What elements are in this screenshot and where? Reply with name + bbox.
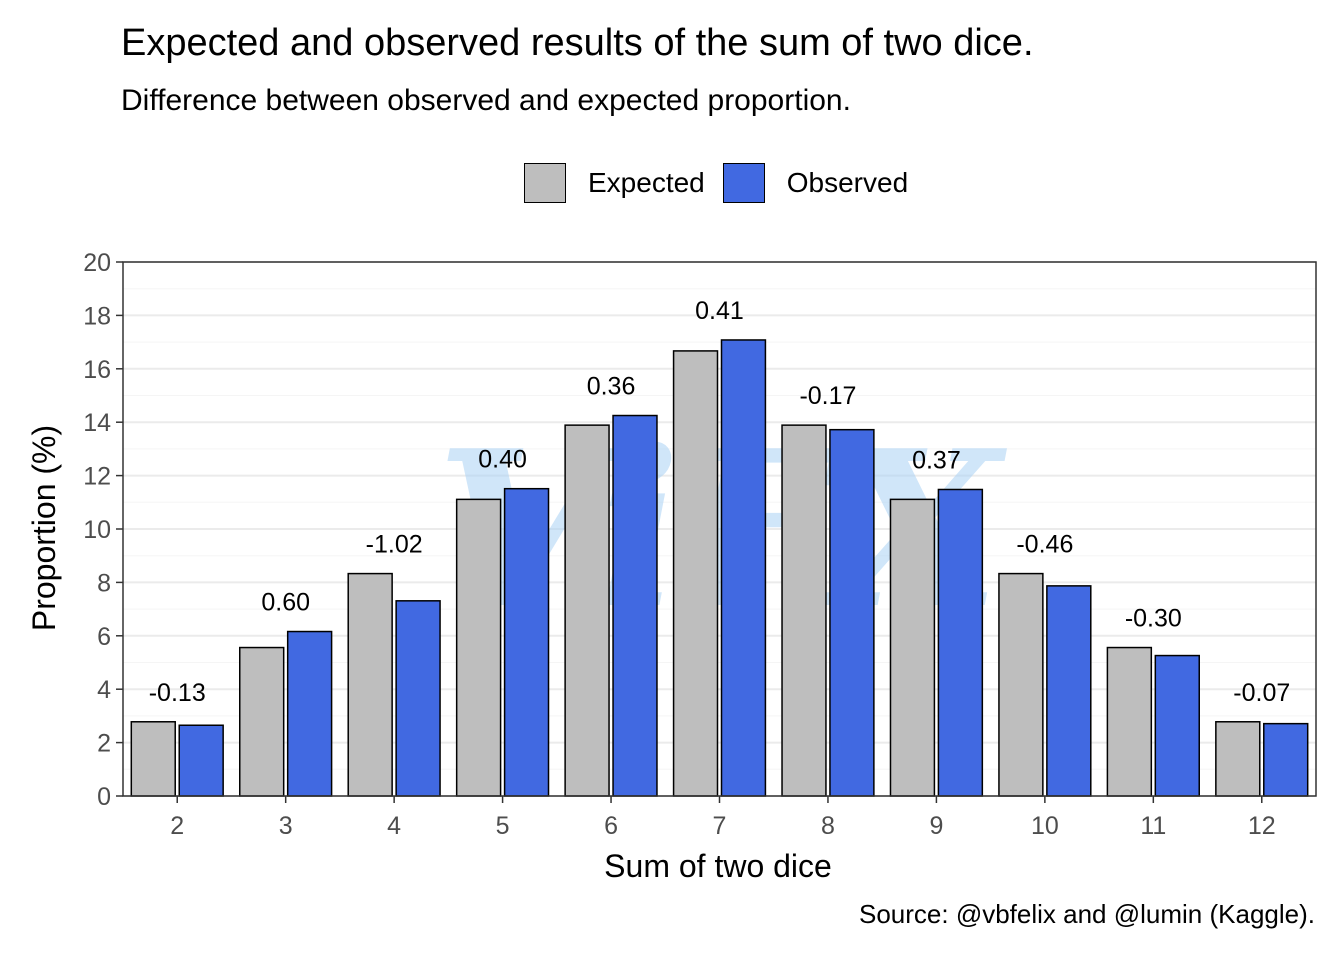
data-label-10: -0.46: [1016, 531, 1073, 559]
bar-observed-11: [1154, 654, 1200, 797]
x-tick-label: 10: [1031, 812, 1059, 840]
x-tick-label: 2: [170, 812, 184, 840]
data-label-12: -0.07: [1233, 679, 1290, 707]
bar-expected-10: [998, 572, 1044, 797]
x-tick-label: 9: [929, 812, 943, 840]
legend-label-expected: Expected: [588, 167, 705, 198]
x-tick-label: 7: [713, 812, 727, 840]
data-label-11: -0.30: [1125, 605, 1182, 633]
legend-item-expected: Expected: [524, 163, 705, 203]
bar-expected-8: [781, 424, 827, 797]
legend-item-observed: Observed: [722, 163, 909, 203]
legend-key-expected: [524, 163, 566, 203]
data-label-8: -0.17: [799, 382, 856, 410]
y-axis-title: Proportion (%): [26, 425, 62, 631]
chart-title: Expected and observed results of the sum…: [121, 22, 1034, 64]
x-tick-label: 8: [821, 812, 835, 840]
chart-caption: Source: @vbfelix and @lumin (Kaggle).: [859, 899, 1315, 929]
legend-key-observed: [722, 163, 765, 203]
bar-observed-12: [1263, 722, 1309, 797]
bar-observed-10: [1046, 585, 1092, 797]
y-tick-label: 16: [83, 356, 111, 384]
axes: 0 2 4 6 8 10 12 14 16 18 20 2 3 4 5 6 7 8 9 10 11 12: [83, 249, 1317, 840]
x-tick-label: 4: [387, 812, 401, 840]
data-label-7: 0.41: [695, 297, 744, 325]
bar-observed-2: [178, 724, 224, 797]
data-label-5: 0.40: [478, 446, 527, 474]
y-tick-label: 8: [97, 569, 111, 597]
x-tick-label: 5: [496, 812, 510, 840]
y-tick-label: 12: [83, 463, 111, 491]
y-tick-label: 20: [83, 249, 111, 277]
y-tick-label: 14: [83, 409, 111, 437]
bar-observed-5: [503, 487, 550, 797]
data-label-4: -1.02: [366, 531, 423, 559]
x-tick-label: 3: [279, 812, 293, 840]
data-label-9: 0.37: [912, 446, 961, 474]
bar-expected-6: [564, 424, 610, 797]
y-tick-label: 18: [83, 302, 111, 330]
data-label-6: 0.36: [587, 373, 636, 401]
bar-expected-12: [1215, 721, 1261, 797]
legend: Expected Observed: [524, 161, 928, 205]
bar-observed-3: [286, 630, 333, 797]
bar-observed-8: [829, 428, 875, 797]
y-tick-label: 10: [83, 516, 111, 544]
chart-subtitle: Difference between observed and expected…: [121, 84, 851, 117]
bars: [130, 339, 1309, 797]
legend-label-observed: Observed: [786, 167, 909, 198]
bar-expected-5: [455, 498, 502, 797]
x-tick-label: 6: [604, 812, 618, 840]
y-tick-label: 4: [97, 676, 111, 704]
bar-expected-11: [1106, 646, 1153, 797]
bar-expected-4: [347, 572, 393, 797]
bar-observed-9: [937, 488, 984, 797]
data-label-2: -0.13: [149, 679, 206, 707]
x-tick-label: 11: [1140, 812, 1166, 840]
x-axis-title: Sum of two dice: [604, 848, 832, 884]
bar-expected-7: [672, 350, 719, 797]
x-tick-label: 12: [1248, 812, 1276, 840]
bar-observed-6: [612, 414, 658, 797]
bar-observed-7: [720, 339, 767, 797]
data-labels: -0.13 0.60 -1.02 0.40 0.36 0.41 -0.17 0.37 -0.46…: [149, 297, 1291, 707]
bar-expected-9: [889, 498, 936, 797]
y-tick-label: 6: [97, 623, 111, 651]
bar-observed-4: [395, 600, 441, 797]
data-label-3: 0.60: [261, 589, 310, 617]
y-tick-label: 2: [97, 730, 111, 758]
bar-expected-2: [130, 721, 176, 797]
bar-expected-3: [239, 646, 285, 797]
y-tick-label: 0: [97, 783, 111, 811]
